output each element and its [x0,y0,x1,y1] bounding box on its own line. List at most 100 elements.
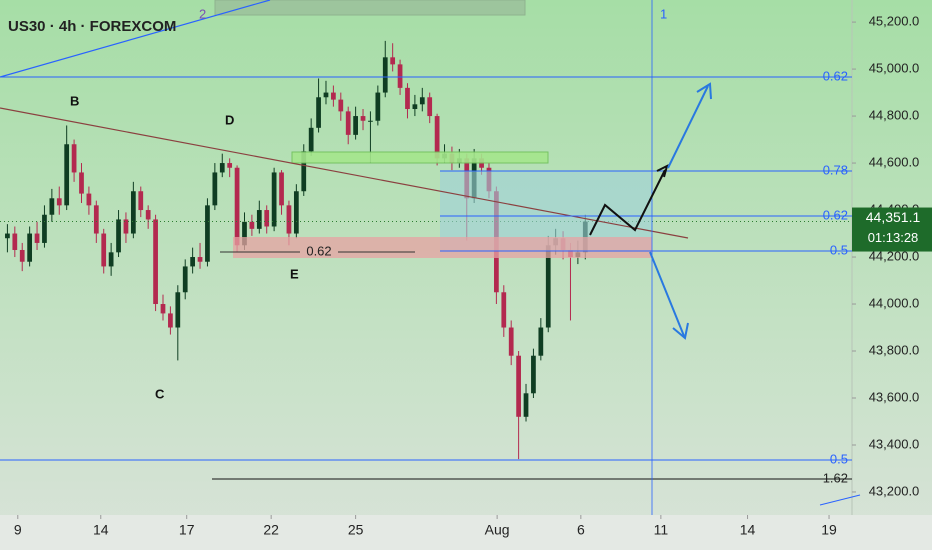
candle-body [419,97,425,105]
candle-body [93,205,99,234]
candle-body [19,249,25,262]
candle-body [197,257,203,262]
zone [214,0,526,16]
candle-body [123,219,129,234]
projection [589,169,666,236]
candle-body [516,355,521,417]
wave-label: 2 [199,6,206,21]
candle-body [405,87,410,110]
candle-body [175,292,181,328]
pattern-label: E [290,266,299,281]
candle-body [49,198,55,215]
candle-body [101,233,107,267]
pattern-label: C [155,386,165,401]
candle-body [227,163,233,168]
candle-body [501,292,507,328]
candle-body [219,163,225,173]
x-tick-label: 25 [348,522,364,538]
x-tick-label: 22 [263,522,279,538]
arrow [667,85,709,169]
y-tick-label: 43,800.0 [869,342,920,357]
candle-body [360,116,366,121]
candle-body [190,257,195,267]
arrow-head [696,82,712,100]
candle-body [256,210,262,229]
candle-body [205,205,210,262]
candle-body [86,193,92,206]
arrow-head [656,164,669,178]
candle-body [116,219,121,253]
arrow [649,251,685,337]
candle-body [397,64,403,88]
candle-body [182,266,188,293]
fib-label: 0.62 [306,243,331,258]
candle-body [316,97,321,128]
candle-body [538,327,544,356]
candle-body [434,116,440,159]
candle-body [271,172,277,227]
candle-body [338,99,344,112]
pattern-label: B [70,93,79,108]
candle-body [286,205,292,234]
y-tick-label: 43,600.0 [869,389,920,404]
y-tick-label: 44,200.0 [869,248,920,263]
candle-body [79,172,84,194]
candle-body [412,104,418,110]
y-tick-label: 43,400.0 [869,436,920,451]
chart-title: US30 · 4h · FOREXCOM [8,18,176,35]
candle-body [130,191,136,234]
y-tick-label: 44,800.0 [869,108,920,123]
x-tick-label: 14 [93,522,109,538]
candle-body [523,393,529,417]
candle-body [308,127,314,152]
candle-body [42,214,47,243]
y-tick-label: 43,200.0 [869,483,920,498]
candle-body [279,172,284,206]
candle-body [531,355,536,394]
candle-body [345,111,351,135]
candle-body [382,57,388,93]
last-price-label: 44,351.1 [866,209,921,225]
candle-body [242,221,247,246]
candle-body [71,144,77,173]
fib-label: 0.5 [830,451,848,466]
candle-body [34,233,40,243]
x-tick-label: 14 [740,522,756,538]
candle-body [145,210,151,220]
trend-line [819,494,861,506]
fib-label: 0.78 [823,162,848,177]
candle-body [375,92,381,121]
x-tick-label: Aug [485,522,510,538]
candle-body [12,233,18,250]
trend-line [0,0,271,78]
candle-body [323,92,329,98]
candle-body [108,252,114,267]
y-tick-label: 45,000.0 [869,61,920,76]
candle-body [368,120,373,122]
candle-body [27,233,33,262]
x-tick-label: 11 [654,522,669,538]
y-tick-label: 44,000.0 [869,295,920,310]
candle-body [160,304,166,314]
candle-body [138,191,144,211]
pattern-label: D [225,112,234,127]
candle-body [353,116,358,135]
y-tick-label: 44,600.0 [869,154,920,169]
x-tick-label: 17 [179,522,195,538]
candle-body [249,221,255,229]
y-tick-label: 45,200.0 [869,14,920,29]
x-tick-label: 6 [577,522,585,538]
drawings: US30 · 4h · FOREXCOM 1 2 B C D E 0.62 0.… [0,0,861,515]
wave-label: 1 [660,6,667,21]
candle-body [64,144,70,206]
candle-body [264,210,270,227]
arrow-head [672,322,689,340]
candle-body [5,233,10,239]
fib-label: 0.5 [830,242,848,257]
last-price-box [852,207,932,252]
candle-body [390,57,396,65]
x-tick-label: 9 [14,522,22,538]
candle-body [212,172,218,206]
